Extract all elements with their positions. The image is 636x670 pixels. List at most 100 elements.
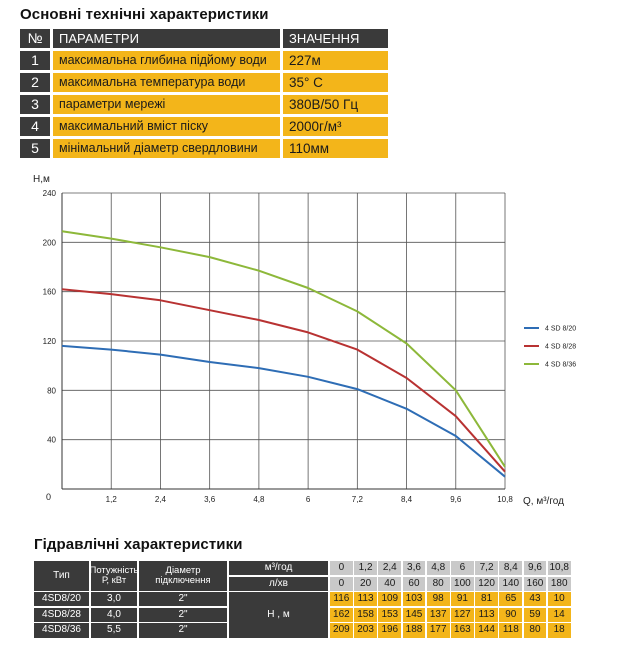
legend-label: 4 SD 8/20 [545,326,576,333]
x-tick-label: 2,4 [155,495,167,504]
head-value-cell: 80 [523,623,547,638]
head-value-cell: 103 [402,592,426,607]
spec-title: Основні технічні характеристики [20,6,269,23]
x-tick-label: 4,8 [253,495,265,504]
y-tick-label: 80 [47,386,56,395]
x-tick-label: 9,6 [450,495,462,504]
chart-grid [62,192,506,489]
flow-m3h-cell: 8,4 [499,561,523,576]
flow-lmin-cell: 120 [475,576,498,591]
chart-axes: 40 80 120 160 200 240 1,2 2,4 3,6 4,8 6 7,2 8,4 9,6 10… [43,189,514,504]
head-value-cell: 137 [426,607,450,622]
spec-row-num: 2 [20,73,50,92]
head-value-cell: 59 [523,607,547,622]
flow-m3h-cell: 9,6 [523,561,547,576]
origin-label: 0 [46,492,51,502]
head-value-cell: 113 [354,592,377,607]
flow-lmin-cell: 80 [426,576,450,591]
model-diameter: 2" [139,623,227,638]
hydro-title: Гідравлічні характеристики [34,536,243,553]
spec-header-value: ЗНАЧЕННЯ [283,29,388,48]
flow-m3h-cell: 3,6 [402,561,426,576]
flow-lmin-cell: 0 [330,576,353,591]
flow-lmin-cell: 160 [523,576,547,591]
flow-m3h-cell: 7,2 [475,561,498,576]
spec-row-value: 2000г/м³ [283,117,388,136]
head-value-cell: 81 [475,592,498,607]
y-tick-label: 40 [47,436,56,445]
x-tick-label: 3,6 [204,495,216,504]
head-value-cell: 98 [426,592,450,607]
flow-lmin-cell: 140 [499,576,523,591]
spec-row-num: 5 [20,139,50,158]
spec-row-param: максимальна глибина підйому води [53,51,280,70]
head-value-cell: 113 [475,607,498,622]
model-power: 4,0 [91,607,137,622]
flow-m3h-cell: 1,2 [354,561,377,576]
head-value-cell: 144 [475,623,498,638]
y-tick-label: 200 [43,238,57,247]
y-axis-title: Н,м [33,174,50,185]
spec-row-param: мінімальний діаметр свердловини [53,139,280,158]
header-power: Потужність Р, кВт [90,561,139,591]
head-value-cell: 65 [499,592,523,607]
x-tick-label: 10,8 [497,495,513,504]
unit-h: Н , м [229,592,328,638]
head-value-cell: 145 [402,607,426,622]
performance-chart: 40 80 120 160 200 240 1,2 2,4 3,6 4,8 6 7,2 8,4 9,6 10… [33,174,576,507]
series-line [61,230,506,468]
head-value-cell: 153 [378,607,402,622]
head-value-cell: 196 [378,623,402,638]
x-tick-label: 1,2 [106,495,118,504]
head-value-cell: 109 [378,592,402,607]
head-value-cell: 163 [451,623,474,638]
model-diameter: 2" [139,607,227,622]
flow-m3h-cell: 6 [451,561,474,576]
head-value-cell: 158 [354,607,377,622]
x-tick-label: 8,4 [401,495,413,504]
head-value-cell: 18 [547,623,571,638]
flow-lmin-cell: 60 [402,576,426,591]
unit-l: л/хв [229,576,328,591]
head-value-cell: 10 [547,592,571,607]
x-tick-label: 7,2 [352,495,364,504]
head-value-cell: 188 [402,623,426,638]
model-type: 4SD8/36 [34,623,89,638]
spec-row-num: 4 [20,117,50,136]
head-value-cell: 162 [330,607,353,622]
head-value-cell: 91 [451,592,474,607]
series-line [61,288,506,473]
spec-row-value: 380В/50 Гц [283,95,388,114]
spec-row-value: 110мм [283,139,388,158]
unit-q: м³/год [229,561,328,576]
flow-lmin-cell: 20 [354,576,377,591]
spec-row-value: 35° С [283,73,388,92]
spec-row-num: 3 [20,95,50,114]
head-value-cell: 90 [499,607,523,622]
head-value-cell: 209 [330,623,353,638]
series-line [61,344,506,478]
head-value-cell: 203 [354,623,377,638]
model-power: 3,0 [91,592,137,607]
flow-m3h-cell: 0 [330,561,353,576]
spec-row-num: 1 [20,51,50,70]
legend-label: 4 SD 8/28 [545,344,576,351]
head-value-cell: 177 [426,623,450,638]
flow-m3h-cell: 4,8 [426,561,450,576]
flow-lmin-cell: 180 [547,576,571,591]
head-value-cell: 118 [499,623,523,638]
spec-row-param: максимальний вміст піску [53,117,280,136]
model-type: 4SD8/20 [34,592,89,607]
flow-m3h-cell: 10,8 [547,561,571,576]
model-diameter: 2" [139,592,227,607]
model-type: 4SD8/28 [34,607,89,622]
y-tick-label: 160 [43,288,57,297]
chart-legend: 4 SD 8/20 4 SD 8/28 4 SD 8/36 [524,326,576,369]
legend-label: 4 SD 8/36 [545,362,576,369]
head-value-cell: 14 [547,607,571,622]
chart-series [61,230,506,478]
flow-lmin-cell: 40 [378,576,402,591]
header-diameter: Діаметр підключення [139,561,227,591]
spec-row-value: 227м [283,51,388,70]
x-axis-title: Q, м³/год [523,496,564,507]
